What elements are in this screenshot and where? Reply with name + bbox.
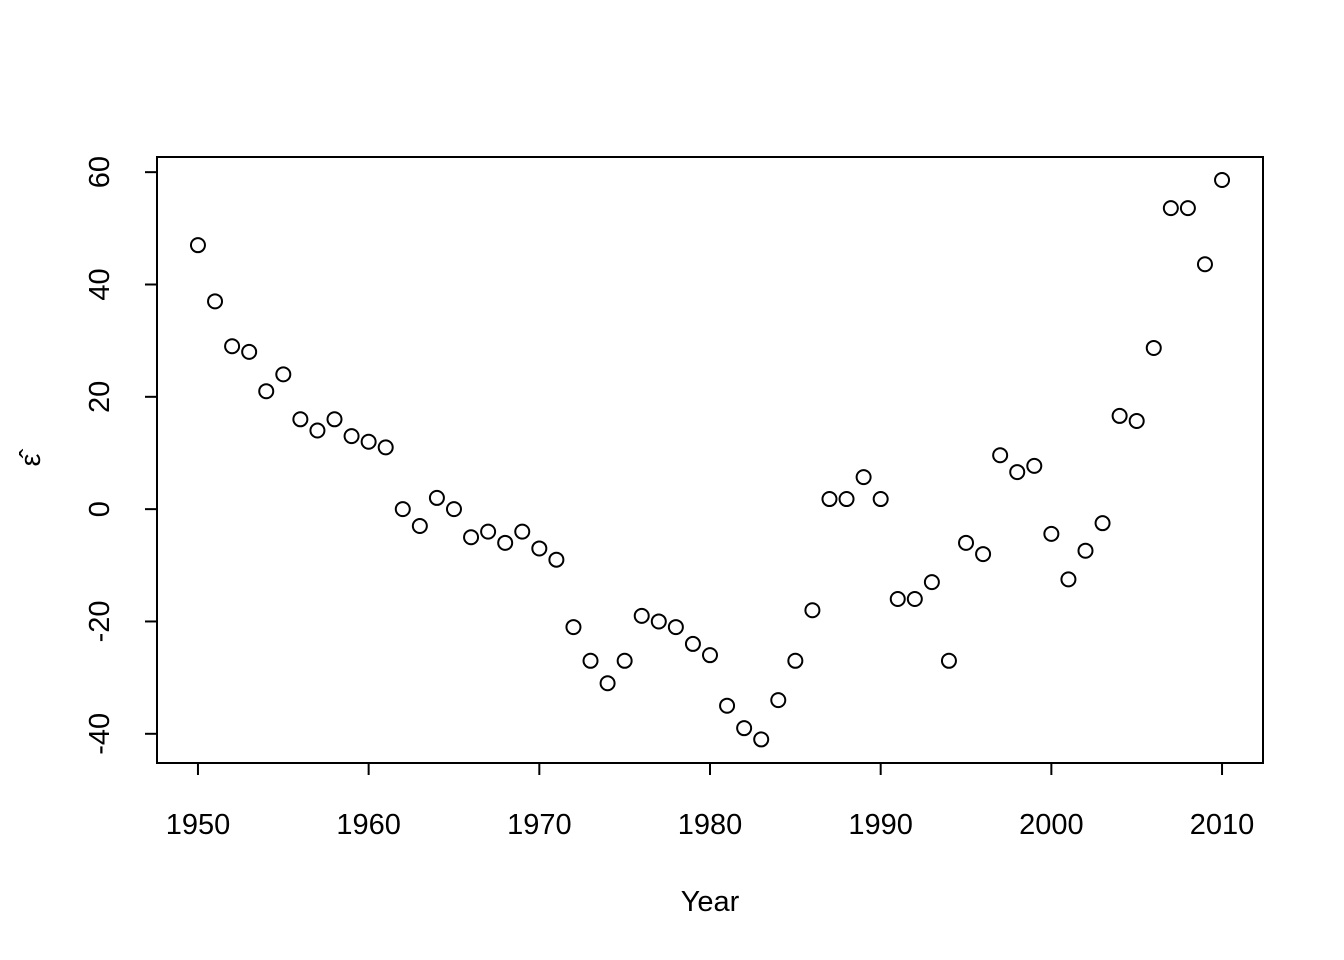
point <box>906 591 923 608</box>
point <box>770 692 787 709</box>
x-tick-label: 1960 <box>336 809 401 841</box>
point <box>377 439 394 456</box>
point <box>360 433 377 450</box>
point <box>1026 457 1043 474</box>
point <box>411 517 428 534</box>
x-tick-label: 2000 <box>1019 809 1084 841</box>
point <box>804 602 821 619</box>
point <box>224 338 241 355</box>
x-axis-label: Year <box>681 886 740 918</box>
point <box>719 697 736 714</box>
point <box>189 237 206 254</box>
point <box>667 619 684 636</box>
point <box>787 652 804 669</box>
point <box>394 501 411 518</box>
point <box>514 523 531 540</box>
point <box>1009 464 1026 481</box>
point <box>241 343 258 360</box>
y-axis-label: ε̂ <box>15 449 47 467</box>
x-tick-label: 1970 <box>507 809 572 841</box>
point <box>1214 172 1231 189</box>
point <box>889 591 906 608</box>
point <box>309 422 326 439</box>
point <box>633 607 650 624</box>
point <box>565 619 582 636</box>
point <box>975 546 992 563</box>
point <box>821 491 838 508</box>
point <box>684 635 701 652</box>
x-tick-label: 1980 <box>678 809 743 841</box>
point <box>497 534 514 551</box>
y-tick-label: 20 <box>84 381 116 413</box>
point <box>1094 515 1111 532</box>
point <box>855 469 872 486</box>
point <box>1060 571 1077 588</box>
y-tick-label: -40 <box>84 713 116 755</box>
point <box>292 411 309 428</box>
point <box>838 491 855 508</box>
x-tick-label: 2010 <box>1190 809 1255 841</box>
point <box>326 411 343 428</box>
x-tick-label: 1950 <box>166 809 231 841</box>
point <box>1196 256 1213 273</box>
point <box>940 652 957 669</box>
plot-box <box>156 156 1264 764</box>
y-tick-label: 40 <box>84 268 116 300</box>
point <box>275 366 292 383</box>
point <box>958 534 975 551</box>
point <box>616 652 633 669</box>
point <box>753 731 770 748</box>
y-tick-label: 60 <box>84 156 116 188</box>
point <box>992 447 1009 464</box>
point <box>702 647 718 664</box>
point <box>207 293 224 310</box>
point <box>343 428 360 445</box>
x-tick-label: 1990 <box>848 809 913 841</box>
y-tick-label: -20 <box>84 601 116 643</box>
point <box>1077 542 1094 559</box>
point <box>258 383 275 400</box>
point <box>548 551 565 568</box>
point <box>1162 200 1179 217</box>
point <box>1128 412 1145 429</box>
point <box>582 652 599 669</box>
point <box>463 529 480 546</box>
y-tick-label: 0 <box>84 501 116 517</box>
point <box>445 501 462 518</box>
point <box>1179 200 1196 217</box>
point <box>1111 407 1128 424</box>
point <box>923 574 940 591</box>
point <box>872 491 889 508</box>
point <box>531 540 548 557</box>
point <box>1043 525 1060 542</box>
point <box>480 523 497 540</box>
point <box>650 613 667 630</box>
point <box>736 720 753 737</box>
point <box>1145 339 1162 356</box>
point <box>599 675 616 692</box>
point <box>428 489 445 506</box>
